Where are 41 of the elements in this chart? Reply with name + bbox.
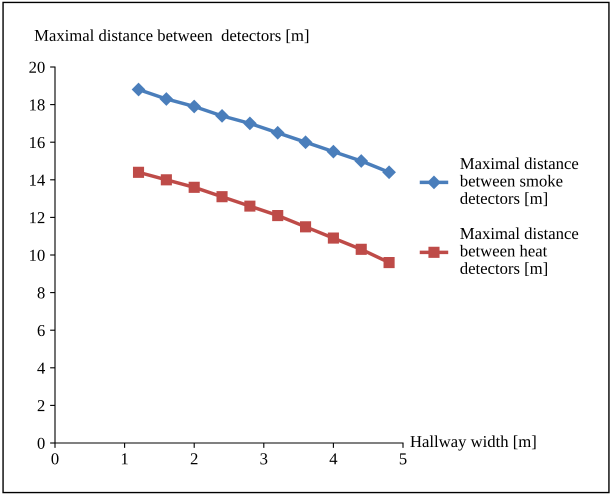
y-tick-label: 10 bbox=[30, 250, 45, 261]
point bbox=[215, 109, 229, 122]
point bbox=[188, 100, 201, 114]
x-tick-label: 3 bbox=[260, 453, 268, 464]
y-tick-label: 18 bbox=[30, 99, 45, 111]
point bbox=[188, 182, 200, 193]
x-tick-label: 0 bbox=[51, 453, 59, 464]
point bbox=[216, 191, 228, 202]
x-tick-label: 1 bbox=[122, 453, 128, 464]
legend-label: Maximal distance between heat detectors [m] bbox=[460, 227, 578, 276]
y-tick-label: 2 bbox=[38, 400, 44, 412]
y-tick-label: 0 bbox=[38, 438, 45, 449]
point bbox=[356, 244, 367, 255]
point bbox=[132, 166, 144, 178]
y-tick-label: 20 bbox=[29, 62, 45, 73]
point bbox=[132, 82, 146, 96]
legend-label: Maximal distance between smoke detectors [m] bbox=[460, 157, 578, 206]
point bbox=[244, 200, 256, 212]
y-tick-label: 4 bbox=[37, 362, 46, 374]
x-tick-label: 5 bbox=[400, 453, 407, 464]
point bbox=[354, 154, 368, 168]
point bbox=[272, 210, 284, 222]
point bbox=[160, 92, 173, 106]
point bbox=[328, 232, 339, 244]
y-tick-label: 14 bbox=[30, 174, 46, 186]
y-tick-label: 12 bbox=[30, 212, 44, 224]
point bbox=[298, 136, 312, 149]
x-tick-label: 4 bbox=[330, 453, 338, 464]
x-tick-label: 2 bbox=[190, 453, 198, 464]
y-tick-label: 8 bbox=[38, 287, 45, 299]
point bbox=[300, 221, 312, 232]
point bbox=[160, 174, 172, 186]
point bbox=[382, 166, 396, 179]
y-axis-title: Maximal distance between detectors [m] bbox=[34, 29, 308, 44]
y-tick-label: 16 bbox=[30, 136, 45, 148]
x-axis-title: Hallway width [m] bbox=[410, 435, 536, 451]
point bbox=[384, 256, 395, 268]
point bbox=[326, 145, 340, 158]
point bbox=[271, 126, 284, 140]
y-tick-label: 6 bbox=[38, 324, 45, 336]
point bbox=[243, 116, 256, 130]
